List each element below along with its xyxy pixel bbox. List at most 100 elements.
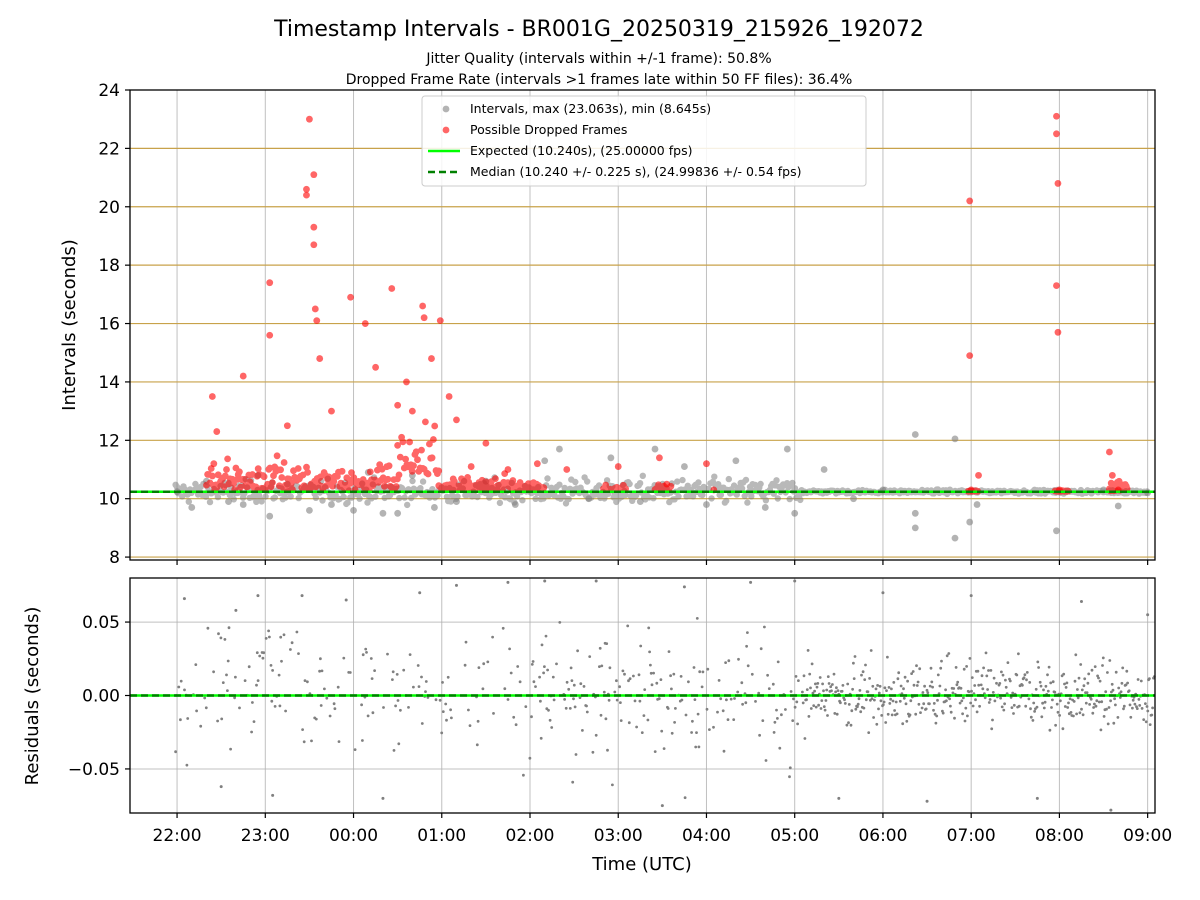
dropped-point-13 [311, 305, 319, 313]
interval-point-9 [328, 501, 335, 508]
intervals-y-axis: 8 10 12 14 16 18 20 22 24 [98, 81, 130, 568]
dropped-point-1 [213, 428, 221, 435]
interval-point-6 [266, 512, 274, 520]
residuals-y-tick-label-0: −0.05 [68, 760, 120, 780]
dropped-point-34 [563, 466, 571, 473]
residual-point-20 [969, 594, 973, 598]
dropped-point-8 [303, 191, 310, 199]
intervals-y-tick-label-3: 14 [98, 373, 120, 393]
dropped-point-50 [1106, 448, 1113, 456]
dropped-point-10 [310, 241, 318, 249]
legend-label-intervals: Intervals, max (23.063s), min (8.645s) [470, 101, 711, 116]
dropped-point-12 [310, 171, 318, 179]
dropped-point-11 [310, 223, 318, 231]
interval-point-26 [703, 501, 710, 508]
dropped-point-30 [467, 463, 475, 470]
residual-point-10 [506, 580, 510, 584]
interval-point-19 [541, 457, 549, 465]
dropped-point-14 [313, 317, 321, 325]
residuals-x-tick-label-10: 08:00 [1035, 826, 1084, 846]
dropped-point-38 [703, 460, 710, 468]
dropped-point-26 [428, 355, 435, 362]
residuals-x-tick-label-1: 23:00 [241, 826, 290, 846]
residuals-y-tick-label-2: 0.05 [82, 613, 120, 633]
intervals-y-tick-label-4: 16 [98, 315, 120, 335]
chart-subtitle-dropped: Dropped Frame Rate (intervals >1 frames … [346, 72, 853, 88]
residuals-x-tick-label-4: 02:00 [506, 826, 555, 846]
dropped-point-47 [1053, 282, 1060, 289]
intervals-y-tick-label-1: 10 [98, 490, 120, 510]
residuals-x-tick-label-9: 07:00 [947, 826, 996, 846]
dropped-point-45 [1053, 130, 1060, 138]
residual-point-5 [300, 594, 304, 598]
dropped-point-36 [656, 454, 663, 462]
intervals-plot-frame [129, 89, 1156, 561]
residuals-x-tick-label-6: 04:00 [682, 826, 731, 846]
dropped-point-37 [663, 480, 671, 488]
dropped-point-16 [328, 407, 335, 415]
residual-point-21 [1035, 796, 1039, 800]
intervals-y-tick-label-7: 22 [98, 139, 120, 159]
dropped-point-25 [420, 314, 428, 322]
dropped-point-43 [975, 471, 982, 479]
dropped-point-21 [394, 401, 402, 409]
dropped-point-3 [239, 372, 247, 380]
interval-point-10 [350, 506, 357, 514]
residuals-x-axis-label: Time (UTC) [591, 854, 692, 875]
interval-point-13 [394, 509, 402, 517]
residual-point-17 [837, 796, 841, 800]
interval-point-31 [820, 466, 828, 473]
interval-point-40 [973, 501, 981, 508]
intervals-legend: Intervals, max (23.063s), min (8.645s) P… [421, 95, 867, 187]
interval-point-28 [761, 504, 769, 511]
dropped-frames-point-cloud [203, 112, 1131, 495]
residuals-x-tick-label-3: 01:00 [417, 826, 466, 846]
dropped-point-32 [504, 466, 512, 473]
chart-subtitle-jitter: Jitter Quality (intervals within +/-1 fr… [425, 51, 771, 67]
dropped-point-0 [208, 393, 216, 400]
interval-point-12 [379, 509, 387, 517]
intervals-panel: 8 10 12 14 16 18 20 22 24 Intervals (seconds) In… [59, 81, 1156, 568]
intervals-y-axis-label: Intervals (seconds) [59, 239, 80, 411]
interval-point-21 [585, 495, 593, 503]
interval-point-32 [850, 495, 857, 503]
interval-point-23 [636, 498, 644, 506]
chart-title: Timestamp Intervals - BR001G_20250319_21… [273, 17, 924, 42]
interval-point-18 [511, 501, 519, 508]
residual-point-14 [682, 585, 686, 589]
interval-point-3 [225, 498, 232, 506]
residuals-x-tick-label-8: 06:00 [858, 826, 907, 846]
legend-label-dropped: Possible Dropped Frames [470, 122, 627, 137]
residuals-panel: −0.05 0.00 0.05 22:00 23:00 00:00 01:00 02:00 0… [22, 577, 1172, 875]
dropped-point-33 [533, 460, 541, 468]
dropped-point-4 [266, 279, 274, 287]
interval-point-29 [783, 445, 791, 453]
dropped-point-46 [1054, 180, 1062, 187]
residual-point-8 [418, 591, 422, 595]
interval-point-37 [951, 435, 959, 443]
interval-point-38 [951, 534, 959, 542]
intervals-y-tick-label-0: 8 [109, 548, 120, 568]
legend-label-expected: Expected (10.240s), (25.00000 fps) [470, 143, 692, 158]
intervals-y-tick-label-8: 24 [98, 81, 120, 101]
interval-point-15 [431, 504, 438, 511]
residual-point-9 [454, 583, 458, 587]
dropped-point-31 [482, 439, 490, 447]
residuals-point-cloud-shape [174, 616, 1156, 800]
residual-point-7 [381, 796, 385, 800]
dropped-point-23 [408, 407, 416, 415]
residual-point-1 [219, 785, 223, 789]
dropped-point-41 [966, 352, 974, 360]
residual-point-11 [543, 579, 547, 583]
residuals-x-tick-label-11: 09:00 [1123, 826, 1172, 846]
dropped-point-27 [436, 317, 444, 325]
interval-point-16 [453, 498, 460, 506]
residuals-y-axis-label: Residuals (seconds) [22, 607, 43, 786]
interval-point-36 [911, 524, 919, 532]
interval-point-22 [607, 454, 615, 462]
residual-point-6 [344, 598, 348, 602]
intervals-y-tick-label-5: 18 [98, 256, 120, 276]
dropped-point-28 [445, 393, 453, 400]
interval-point-27 [732, 457, 740, 465]
dropped-point-2 [210, 460, 218, 468]
